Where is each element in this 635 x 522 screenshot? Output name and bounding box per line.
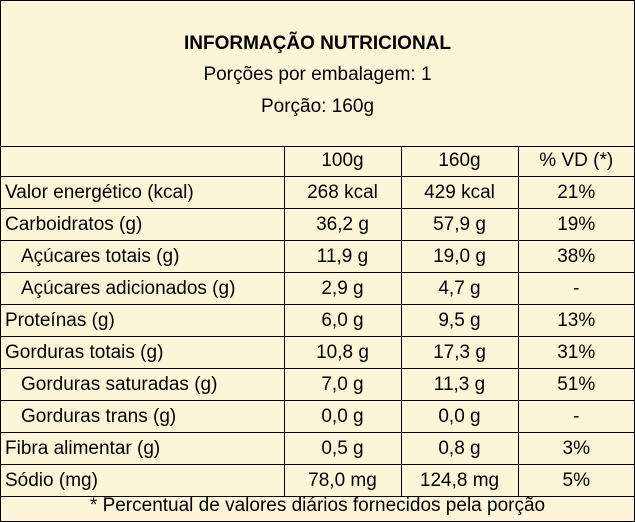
footnote: * Percentual de valores diários fornecid… bbox=[89, 495, 546, 516]
servings-per-package: Porções por embalagem: 1 bbox=[203, 64, 432, 85]
value-100g: 0,5 g bbox=[284, 432, 402, 465]
value-100g: 2,9 g bbox=[284, 272, 402, 305]
serving-size: Porção: 160g bbox=[260, 96, 375, 117]
row-label: Gorduras totais (g) bbox=[1, 336, 285, 369]
value-100g: 36,2 g bbox=[284, 208, 402, 241]
value-vd: 3% bbox=[518, 432, 634, 465]
value-100g: 10,8 g bbox=[284, 336, 402, 369]
row-label: Sódio (mg) bbox=[1, 464, 285, 497]
value-vd: 5% bbox=[518, 464, 634, 497]
value-160g: 429 kcal bbox=[401, 176, 519, 209]
value-vd: - bbox=[518, 272, 634, 305]
value-100g: 78,0 mg bbox=[284, 464, 402, 497]
value-160g: 4,7 g bbox=[401, 272, 519, 305]
value-100g: 7,0 g bbox=[284, 368, 402, 401]
row-label: Fibra alimentar (g) bbox=[1, 432, 285, 465]
row-label: Açúcares totais (g) bbox=[1, 240, 285, 273]
value-vd: 51% bbox=[518, 368, 634, 401]
table-row: Açúcares adicionados (g) 2,9 g 4,7 g - bbox=[1, 272, 634, 305]
table-row: Sódio (mg) 78,0 mg 124,8 mg 5% bbox=[1, 464, 634, 497]
value-100g: 268 kcal bbox=[284, 176, 402, 209]
value-160g: 11,3 g bbox=[401, 368, 519, 401]
row-label: Proteínas (g) bbox=[1, 304, 285, 337]
value-100g: 0,0 g bbox=[284, 400, 402, 433]
nutrition-table: 100g 160g % VD (*) Valor energético (kca… bbox=[1, 146, 634, 497]
table-row: Carboidratos (g) 36,2 g 57,9 g 19% bbox=[1, 208, 634, 241]
value-160g: 0,0 g bbox=[401, 400, 519, 433]
value-100g: 11,9 g bbox=[284, 240, 402, 273]
nutrition-header: INFORMAÇÃO NUTRICIONAL Porções por embal… bbox=[1, 1, 634, 147]
row-label: Gorduras trans (g) bbox=[1, 400, 285, 433]
row-label: Açúcares adicionados (g) bbox=[1, 272, 285, 305]
value-vd: 38% bbox=[518, 240, 634, 273]
value-vd: - bbox=[518, 400, 634, 433]
value-vd: 19% bbox=[518, 208, 634, 241]
value-160g: 0,8 g bbox=[401, 432, 519, 465]
column-header-160g: 160g bbox=[401, 146, 519, 177]
table-row: Gorduras saturadas (g) 7,0 g 11,3 g 51% bbox=[1, 368, 634, 401]
table-row: Valor energético (kcal) 268 kcal 429 kca… bbox=[1, 176, 634, 209]
value-100g: 6,0 g bbox=[284, 304, 402, 337]
row-label: Gorduras saturadas (g) bbox=[1, 368, 285, 401]
row-label: Valor energético (kcal) bbox=[1, 176, 285, 209]
value-160g: 17,3 g bbox=[401, 336, 519, 369]
column-header-vd: % VD (*) bbox=[518, 146, 634, 177]
row-label: Carboidratos (g) bbox=[1, 208, 285, 241]
table-header-row: 100g 160g % VD (*) bbox=[1, 146, 634, 177]
nutrition-title: INFORMAÇÃO NUTRICIONAL bbox=[183, 33, 452, 54]
table-row: Fibra alimentar (g) 0,5 g 0,8 g 3% bbox=[1, 432, 634, 465]
value-160g: 9,5 g bbox=[401, 304, 519, 337]
table-row: Proteínas (g) 6,0 g 9,5 g 13% bbox=[1, 304, 634, 337]
column-header-100g: 100g bbox=[284, 146, 402, 177]
value-160g: 19,0 g bbox=[401, 240, 519, 273]
table-row: Gorduras trans (g) 0,0 g 0,0 g - bbox=[1, 400, 634, 433]
value-vd: 31% bbox=[518, 336, 634, 369]
value-160g: 57,9 g bbox=[401, 208, 519, 241]
table-row: Gorduras totais (g) 10,8 g 17,3 g 31% bbox=[1, 336, 634, 369]
value-160g: 124,8 mg bbox=[401, 464, 519, 497]
value-vd: 21% bbox=[518, 176, 634, 209]
column-header-nutrient bbox=[1, 146, 285, 177]
value-vd: 13% bbox=[518, 304, 634, 337]
table-row: Açúcares totais (g) 11,9 g 19,0 g 38% bbox=[1, 240, 634, 273]
